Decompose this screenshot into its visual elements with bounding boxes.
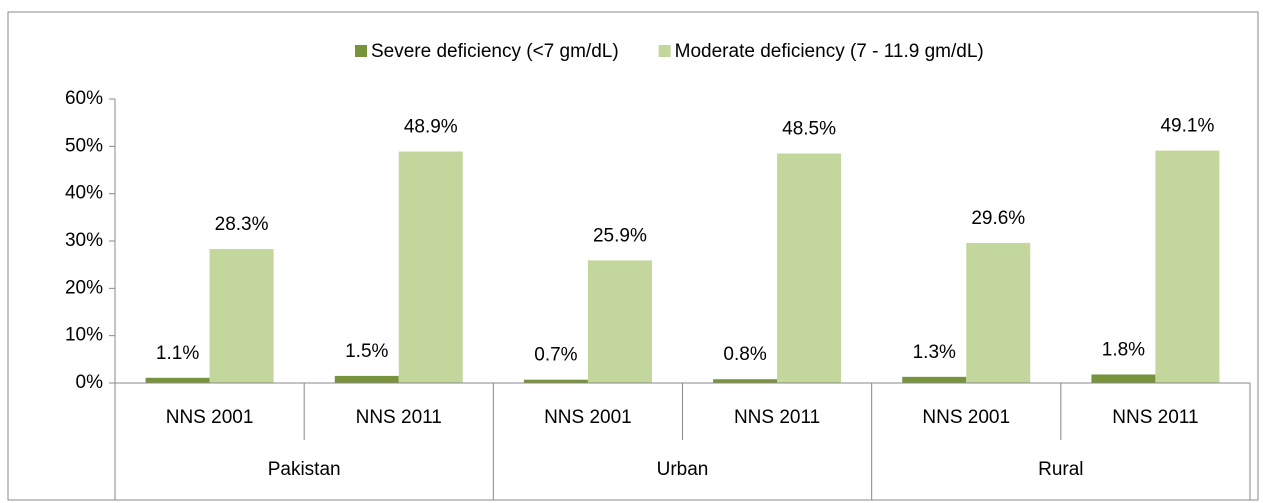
x-tick-label: NNS 2001 (922, 407, 1010, 428)
bar (334, 375, 399, 383)
data-label: 28.3% (215, 214, 269, 235)
legend-label: Moderate deficiency (7 - 11.9 gm/dL) (675, 41, 984, 62)
legend-label: Severe deficiency (<7 gm/dL) (371, 41, 619, 62)
bar (523, 379, 588, 383)
bar (209, 249, 274, 383)
x-tick-label: NNS 2001 (166, 407, 254, 428)
data-label: 48.9% (404, 117, 458, 138)
legend-swatch (355, 45, 367, 57)
x-tick-label: NNS 2011 (1112, 407, 1198, 428)
data-label: 49.1% (1160, 116, 1214, 137)
bar (966, 242, 1031, 383)
data-label: 1.8% (1102, 339, 1145, 360)
bar (1091, 374, 1156, 383)
data-label: 1.3% (913, 342, 956, 363)
bar (777, 153, 842, 383)
data-label: 29.6% (971, 208, 1025, 229)
bar (902, 376, 967, 383)
data-label: 0.7% (534, 345, 577, 366)
legend-swatch (658, 45, 671, 57)
y-tick-label: 40% (65, 183, 103, 204)
y-tick-label: 0% (76, 372, 104, 393)
y-tick-label: 60% (65, 88, 103, 109)
data-label: 0.8% (723, 344, 766, 365)
y-tick-label: 20% (65, 277, 103, 298)
data-label: 1.5% (345, 341, 388, 362)
bar (398, 151, 463, 383)
bar (1155, 150, 1220, 383)
bar (713, 379, 778, 383)
bar (145, 377, 210, 383)
y-tick-label: 30% (65, 230, 103, 251)
x-tick-label: NNS 2011 (356, 407, 442, 428)
data-label: 25.9% (593, 225, 647, 246)
data-label: 48.5% (782, 118, 836, 139)
x-tick-label: NNS 2011 (734, 407, 820, 428)
group-label: Urban (657, 459, 709, 480)
data-label: 1.1% (156, 343, 199, 364)
y-tick-label: 50% (65, 135, 103, 156)
x-tick-label: NNS 2001 (544, 407, 632, 428)
group-label: Rural (1038, 459, 1083, 480)
y-tick-label: 10% (65, 325, 103, 346)
group-label: Pakistan (268, 459, 341, 480)
bar (587, 260, 652, 383)
